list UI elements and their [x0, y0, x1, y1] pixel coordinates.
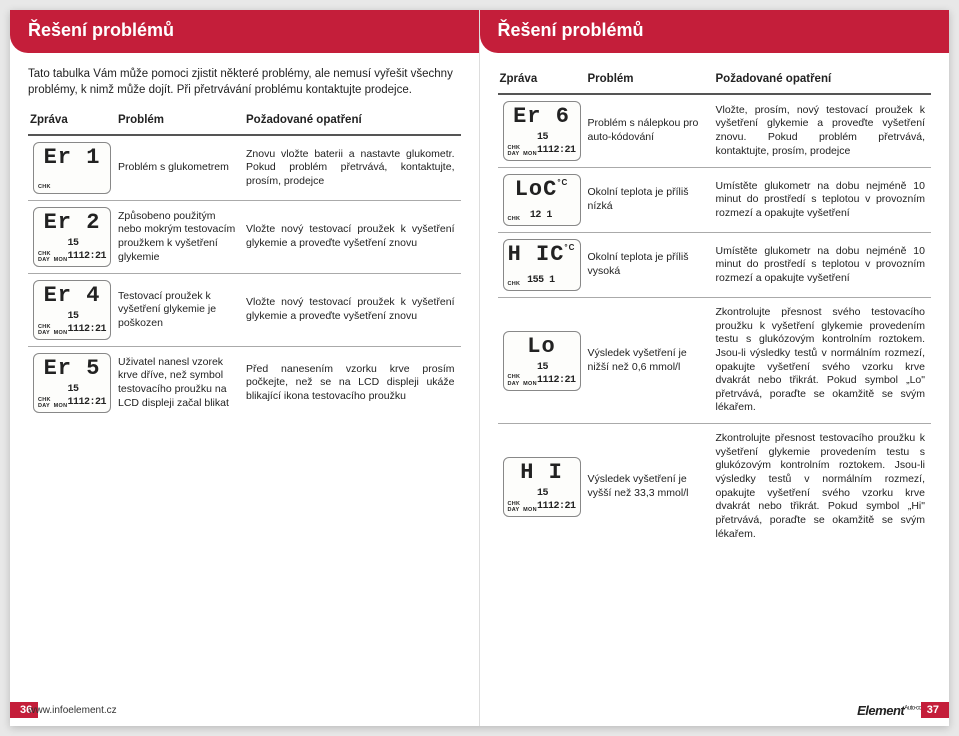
left-page-title: Řešení problémů	[10, 10, 479, 53]
intro-text: Tato tabulka Vám může pomoci zjistit něk…	[28, 67, 461, 98]
action-cell: Umístěte glukometr na dobu nejméně 10 mi…	[714, 168, 932, 233]
lcd-display: Er 2 CHKDAY MON 15 11 12:21	[33, 207, 111, 267]
lcd-code: Er 4	[44, 285, 101, 309]
msg-cell: LoC°C CHK 12 1	[498, 168, 586, 233]
table-row: Er 6 CHKDAY MON 15 11 12:21 Problém s ná…	[498, 94, 932, 168]
msg-cell: Lo CHKDAY MON 15 11 12:21	[498, 298, 586, 424]
lcd-display: LoC°C CHK 12 1	[503, 174, 581, 226]
problem-cell: Uživatel nanesl vzorek krve dříve, než s…	[116, 347, 244, 420]
msg-cell: Er 2 CHKDAY MON 15 11 12:21	[28, 201, 116, 274]
left-page: Řešení problémů Tato tabulka Vám může po…	[10, 10, 480, 726]
troubleshoot-table-right: Zpráva Problém Požadované opatření Er 6 …	[498, 67, 932, 549]
msg-cell: Er 1 CHK	[28, 135, 116, 201]
th-problem-r: Problém	[586, 67, 714, 94]
lcd-display: Lo CHKDAY MON 15 11 12:21	[503, 331, 581, 391]
problem-cell: Okolní teplota je příliš vysoká	[586, 233, 714, 298]
lcd-display: H IC°C CHK 155 1	[503, 239, 581, 291]
action-cell: Zkontrolujte přesnost testovacího proužk…	[714, 424, 932, 550]
table-row: Er 4 CHKDAY MON 15 11 12:21 Testovací pr…	[28, 274, 461, 347]
action-cell: Znovu vložte baterii a nastavte glukomet…	[244, 135, 461, 201]
troubleshoot-table-left: Zpráva Problém Požadované opatření Er 1 …	[28, 108, 461, 419]
table-row: Lo CHKDAY MON 15 11 12:21 Výsledek vyšet…	[498, 298, 932, 424]
msg-cell: H I CHKDAY MON 15 11 12:21	[498, 424, 586, 550]
footer-website: www.infoelement.cz	[28, 705, 116, 716]
action-cell: Vložte, prosím, nový testovací proužek k…	[714, 94, 932, 168]
problem-cell: Okolní teplota je příliš nízká	[586, 168, 714, 233]
table-row: Er 1 CHK Problém s glukometrem Znovu vlo…	[28, 135, 461, 201]
action-cell: Před nanesením vzorku krve prosím počkej…	[244, 347, 461, 420]
lcd-display: Er 5 CHKDAY MON 15 11 12:21	[33, 353, 111, 413]
action-cell: Vložte nový testovací proužek k vyšetřen…	[244, 274, 461, 347]
msg-cell: Er 6 CHKDAY MON 15 11 12:21	[498, 94, 586, 168]
lcd-code: LoC°C	[515, 179, 569, 203]
problem-cell: Testovací proužek k vyšetření glykemie j…	[116, 274, 244, 347]
lcd-code: Er 2	[44, 212, 101, 236]
lcd-code: Er 6	[513, 106, 570, 130]
right-page-title: Řešení problémů	[480, 10, 950, 53]
th-message-r: Zpráva	[498, 67, 586, 94]
lcd-display: Er 6 CHKDAY MON 15 11 12:21	[503, 101, 581, 161]
table-row: H IC°C CHK 155 1 Okolní teplota je příli…	[498, 233, 932, 298]
th-action-r: Požadované opatření	[714, 67, 932, 94]
lcd-display: Er 4 CHKDAY MON 15 11 12:21	[33, 280, 111, 340]
problem-cell: Výsledek vyšetření je nižší než 0,6 mmol…	[586, 298, 714, 424]
action-cell: Vložte nový testovací proužek k vyšetřen…	[244, 201, 461, 274]
lcd-code: H I	[520, 462, 563, 486]
action-cell: Zkontrolujte přesnost svého testovacího …	[714, 298, 932, 424]
th-problem: Problém	[116, 108, 244, 135]
problem-cell: Výsledek vyšetření je vyšší než 33,3 mmo…	[586, 424, 714, 550]
problem-cell: Způsobeno použitým nebo mokrým testovací…	[116, 201, 244, 274]
table-row: H I CHKDAY MON 15 11 12:21 Výsledek vyše…	[498, 424, 932, 550]
footer-brand: ElementAuto-coding	[857, 703, 931, 718]
lcd-code: Er 5	[44, 358, 101, 382]
table-row: Er 5 CHKDAY MON 15 11 12:21 Uživatel nan…	[28, 347, 461, 420]
lcd-display: Er 1 CHK	[33, 142, 111, 194]
msg-cell: Er 5 CHKDAY MON 15 11 12:21	[28, 347, 116, 420]
problem-cell: Problém s glukometrem	[116, 135, 244, 201]
th-action: Požadované opatření	[244, 108, 461, 135]
problem-cell: Problém s nálepkou pro auto-kódování	[586, 94, 714, 168]
table-row: LoC°C CHK 12 1 Okolní teplota je příliš …	[498, 168, 932, 233]
msg-cell: H IC°C CHK 155 1	[498, 233, 586, 298]
right-page: Řešení problémů Zpráva Problém Požadovan…	[480, 10, 950, 726]
lcd-code: Lo	[527, 336, 555, 360]
th-message: Zpráva	[28, 108, 116, 135]
table-row: Er 2 CHKDAY MON 15 11 12:21 Způsobeno po…	[28, 201, 461, 274]
action-cell: Umístěte glukometr na dobu nejméně 10 mi…	[714, 233, 932, 298]
lcd-code: H IC°C	[508, 244, 576, 268]
page-spread: Řešení problémů Tato tabulka Vám může po…	[10, 10, 949, 726]
lcd-code: Er 1	[44, 147, 101, 171]
msg-cell: Er 4 CHKDAY MON 15 11 12:21	[28, 274, 116, 347]
lcd-display: H I CHKDAY MON 15 11 12:21	[503, 457, 581, 517]
